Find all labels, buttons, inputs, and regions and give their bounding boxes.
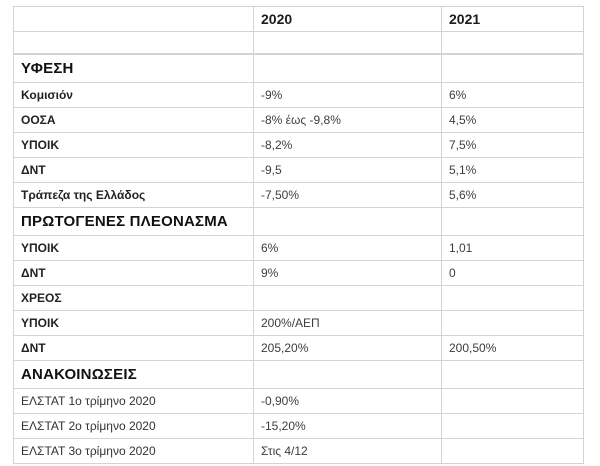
table-row: ΥΠΟΙΚ 200%/ΑΕΠ (13, 310, 584, 336)
value-2021 (441, 388, 584, 414)
table-row: Τράπεζα της Ελλάδος -7,50% 5,6% (13, 182, 584, 208)
table-row: ΕΛΣΤΑΤ 1ο τρίμηνο 2020 -0,90% (13, 388, 584, 414)
value-2020 (253, 53, 442, 83)
value-2021: 4,5% (441, 107, 584, 133)
row-label: ΥΠΟΙΚ (13, 310, 254, 336)
section-header-row: ΥΦΕΣΗ (13, 53, 584, 83)
greek-economy-forecast-table: 2020 2021 ΥΦΕΣΗ Κομισιόν -9% 6% ΟΟΣΑ -8% έως … (13, 6, 584, 464)
row-label: Κομισιόν (13, 82, 254, 108)
table-row: ΕΛΣΤΑΤ 2ο τρίμηνο 2020 -15,20% (13, 413, 584, 439)
row-label: ΔΝΤ (13, 260, 254, 286)
section-header-row: ΠΡΩΤΟΓΕΝΕΣ ΠΛΕΟΝΑΣΜΑ (13, 207, 584, 236)
row-label: ΟΟΣΑ (13, 107, 254, 133)
header-year-2020: 2020 (253, 6, 442, 32)
row-label: ΥΠΟΙΚ (13, 235, 254, 261)
row-label: ΑΝΑΚΟΙΝΩΣΕΙΣ (13, 360, 254, 389)
value-2021: 1,01 (441, 235, 584, 261)
value-2020 (253, 285, 442, 311)
value-2020: Στις 4/12 (253, 438, 442, 464)
row-label: ΥΠΟΙΚ (13, 132, 254, 158)
value-2021: 5,1% (441, 157, 584, 183)
value-2021: 6% (441, 82, 584, 108)
value-2021 (441, 310, 584, 336)
value-2021 (441, 207, 584, 236)
value-2021: 200,50% (441, 335, 584, 361)
value-2021 (441, 413, 584, 439)
table-row: ΕΛΣΤΑΤ 3ο τρίμηνο 2020 Στις 4/12 (13, 438, 584, 464)
row-label: ΕΛΣΤΑΤ 2ο τρίμηνο 2020 (13, 413, 254, 439)
value-2020 (253, 207, 442, 236)
table-row: ΧΡΕΟΣ (13, 285, 584, 311)
value-2020: -0,90% (253, 388, 442, 414)
header-empty-cell (13, 6, 254, 32)
value-2021 (441, 53, 584, 83)
value-2020: -15,20% (253, 413, 442, 439)
table-row: Κομισιόν -9% 6% (13, 82, 584, 108)
table-row (13, 31, 584, 55)
table-row: ΔΝΤ -9,5 5,1% (13, 157, 584, 183)
row-label: ΕΛΣΤΑΤ 1ο τρίμηνο 2020 (13, 388, 254, 414)
row-label: ΔΝΤ (13, 335, 254, 361)
section-header-row: ΑΝΑΚΟΙΝΩΣΕΙΣ (13, 360, 584, 389)
header-year-2021: 2021 (441, 6, 584, 32)
value-2021: 0 (441, 260, 584, 286)
value-2021: 5,6% (441, 182, 584, 208)
row-label: ΠΡΩΤΟΓΕΝΕΣ ΠΛΕΟΝΑΣΜΑ (13, 207, 254, 236)
row-label: Τράπεζα της Ελλάδος (13, 182, 254, 208)
value-2020: 9% (253, 260, 442, 286)
row-label: ΔΝΤ (13, 157, 254, 183)
value-2021 (441, 438, 584, 464)
value-2020: 6% (253, 235, 442, 261)
table-row: ΔΝΤ 9% 0 (13, 260, 584, 286)
value-2021: 7,5% (441, 132, 584, 158)
value-2020 (253, 31, 442, 55)
value-2020: 200%/ΑΕΠ (253, 310, 442, 336)
value-2021 (441, 285, 584, 311)
table-row: ΔΝΤ 205,20% 200,50% (13, 335, 584, 361)
value-2020: -9,5 (253, 157, 442, 183)
table-row: ΥΠΟΙΚ 6% 1,01 (13, 235, 584, 261)
table-row: ΟΟΣΑ -8% έως -9,8% 4,5% (13, 107, 584, 133)
value-2020: -9% (253, 82, 442, 108)
value-2020: -8% έως -9,8% (253, 107, 442, 133)
value-2020: -7,50% (253, 182, 442, 208)
row-label: ΧΡΕΟΣ (13, 285, 254, 311)
row-label (13, 31, 254, 55)
value-2020 (253, 360, 442, 389)
table-row: ΥΠΟΙΚ -8,2% 7,5% (13, 132, 584, 158)
value-2021 (441, 31, 584, 55)
value-2021 (441, 360, 584, 389)
row-label: ΥΦΕΣΗ (13, 53, 254, 83)
value-2020: -8,2% (253, 132, 442, 158)
row-label: ΕΛΣΤΑΤ 3ο τρίμηνο 2020 (13, 438, 254, 464)
table-header-row: 2020 2021 (13, 6, 584, 32)
value-2020: 205,20% (253, 335, 442, 361)
